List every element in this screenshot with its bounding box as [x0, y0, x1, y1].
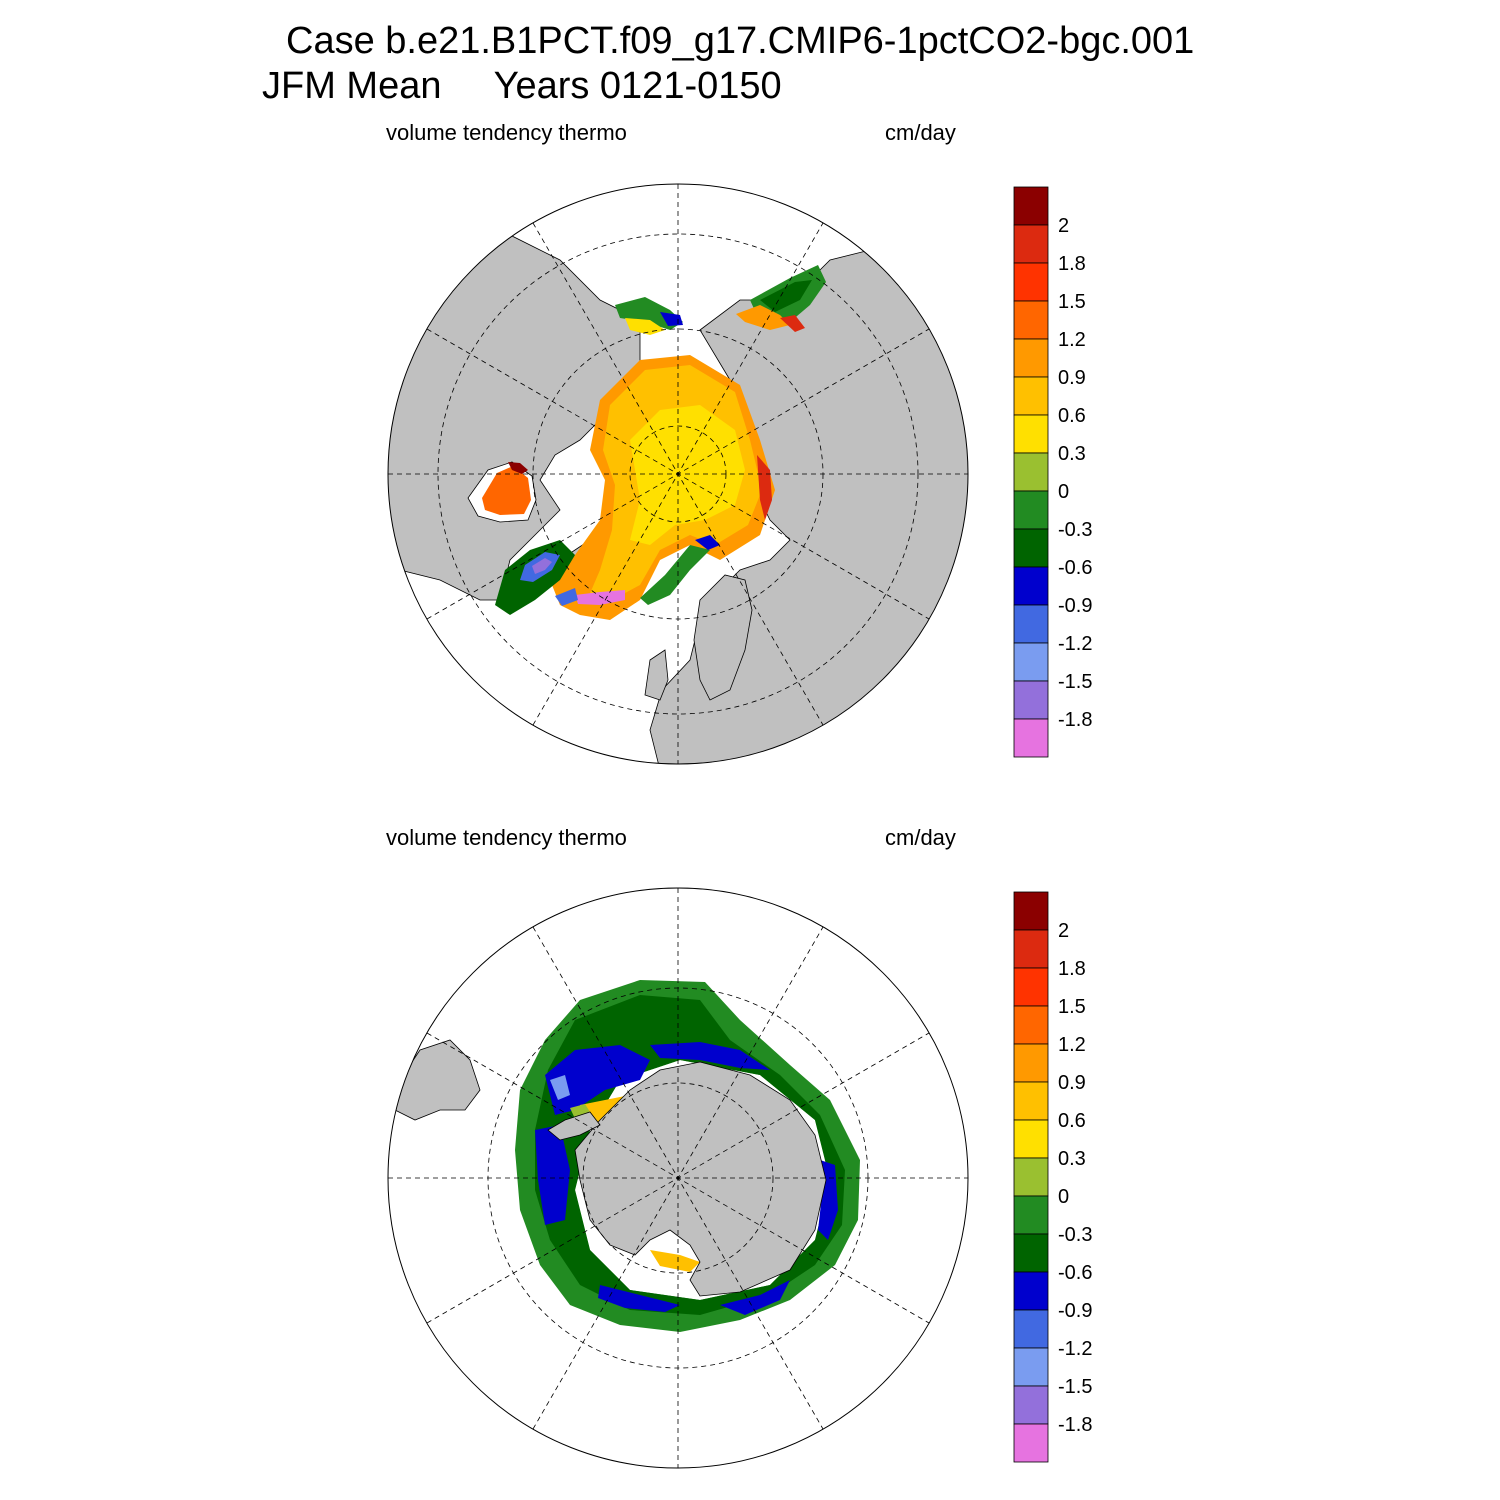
north-colorbar-swatch — [1013, 452, 1049, 492]
north-field-labrador-purple — [532, 558, 552, 574]
north-colorbar-tick-label: 0.9 — [1058, 367, 1086, 389]
south-colorbar-swatch — [1013, 1347, 1049, 1387]
north-field-hudson-edge — [508, 462, 528, 474]
north-colorbar-swatch — [1013, 262, 1049, 302]
north-colorbar-swatch — [1013, 604, 1049, 644]
south-field-ross-yellow — [650, 1250, 700, 1272]
north-colorbar-swatch — [1013, 566, 1049, 606]
south-colorbar-swatch — [1013, 1081, 1049, 1121]
north-field-okhotsk-orange — [736, 305, 790, 330]
south-colorbar: 2 1.8 1.5 1.2 0.9 0.6 0.3 0 -0.3 -0.6 -0.9 -1.2 -1.5… — [1013, 891, 1092, 1463]
north-colorbar-swatch — [1013, 338, 1049, 378]
north-colorbar-tick-label: -1.2 — [1058, 633, 1092, 655]
south-colorbar-swatch — [1013, 1233, 1049, 1273]
south-field-blue-east — [720, 1280, 790, 1315]
south-panel-variable-label: volume tendency thermo — [386, 825, 627, 850]
north-colorbar-swatch — [1013, 300, 1049, 340]
south-colorbar-tick-label: 1.2 — [1058, 1034, 1086, 1056]
north-field-okhotsk-dark — [760, 280, 812, 312]
north-colorbar-swatch — [1013, 414, 1049, 454]
north-colorbar-tick-label: 1.5 — [1058, 291, 1086, 313]
north-colorbar-swatch — [1013, 528, 1049, 568]
south-colorbar-swatch — [1013, 1043, 1049, 1083]
south-colorbar-swatch — [1013, 929, 1049, 969]
north-colorbar-swatch — [1013, 642, 1049, 682]
south-graticule — [388, 888, 968, 1468]
south-colorbar-tick-label: 0.6 — [1058, 1110, 1086, 1132]
south-panel-units-label: cm/day — [885, 825, 956, 850]
north-field-okhotsk-red — [780, 315, 805, 332]
figure-title-line2: JFM Mean Years 0121-0150 — [262, 65, 782, 107]
north-colorbar-swatch — [1013, 680, 1049, 720]
south-colorbar-swatch — [1013, 1157, 1049, 1197]
south-colorbar-swatch — [1013, 1195, 1049, 1235]
north-colorbar-tick-label: 1.8 — [1058, 253, 1086, 275]
south-colorbar-swatch — [1013, 1271, 1049, 1311]
north-field-bering-blue — [660, 312, 683, 326]
north-colorbar-tick-label: 1.2 — [1058, 329, 1086, 351]
south-field-lightblue-weddell — [550, 1075, 570, 1100]
south-colorbar-tick-label: 1.8 — [1058, 958, 1086, 980]
north-field-greenland-south-blue — [555, 588, 578, 606]
south-colorbar-tick-label: -0.3 — [1058, 1224, 1092, 1246]
south-field-blue-weddell — [545, 1045, 650, 1115]
south-colorbar-tick-label: -1.5 — [1058, 1376, 1092, 1398]
north-panel-variable-label: volume tendency thermo — [386, 120, 627, 145]
south-field-blue-west — [535, 1125, 570, 1225]
north-colorbar-tick-label: 0.3 — [1058, 443, 1086, 465]
north-colorbar-swatch — [1013, 718, 1049, 758]
south-field-blue-ross — [598, 1285, 680, 1312]
south-colorbar-tick-label: -1.2 — [1058, 1338, 1092, 1360]
north-colorbar: 2 1.8 1.5 1.2 0.9 0.6 0.3 0 -0.3 -0.6 -0.9 -1.2 -1.5… — [1013, 186, 1092, 758]
south-polar-map — [387, 887, 969, 1469]
south-colorbar-tick-label: 0.9 — [1058, 1072, 1086, 1094]
north-colorbar-tick-label: -1.8 — [1058, 709, 1092, 731]
north-graticule — [388, 184, 968, 764]
south-colorbar-tick-label: 2 — [1058, 920, 1069, 942]
south-colorbar-swatch — [1013, 1385, 1049, 1425]
north-field-greenland-south — [575, 590, 625, 605]
south-colorbar-tick-label: -0.6 — [1058, 1262, 1092, 1284]
north-polar-map — [387, 183, 969, 765]
north-field-arctic-inner — [630, 405, 745, 545]
south-colorbar-tick-label: 0.3 — [1058, 1148, 1086, 1170]
north-panel-units-label: cm/day — [885, 120, 956, 145]
north-colorbar-swatch — [1013, 490, 1049, 530]
south-colorbar-tick-label: 0 — [1058, 1186, 1069, 1208]
south-colorbar-tick-label: -1.8 — [1058, 1414, 1092, 1436]
south-colorbar-tick-label: 1.5 — [1058, 996, 1086, 1018]
south-colorbar-swatch — [1013, 1309, 1049, 1349]
north-colorbar-swatch — [1013, 224, 1049, 264]
south-colorbar-tick-label: -0.9 — [1058, 1300, 1092, 1322]
south-field-blue-top — [650, 1042, 770, 1070]
north-colorbar-tick-label: -0.9 — [1058, 595, 1092, 617]
north-map-border — [387, 183, 969, 765]
north-colorbar-tick-label: 0 — [1058, 481, 1069, 503]
north-colorbar-tick-label: -0.6 — [1058, 557, 1092, 579]
north-colorbar-tick-label: -0.3 — [1058, 519, 1092, 541]
north-field-hudson — [482, 466, 531, 515]
figure-title-line1: Case b.e21.B1PCT.f09_g17.CMIP6-1pctCO2-b… — [286, 20, 1195, 62]
north-land-britain — [644, 649, 669, 701]
south-colorbar-swatch — [1013, 1005, 1049, 1045]
north-colorbar-tick-label: 2 — [1058, 215, 1069, 237]
north-field-edge-red — [757, 455, 772, 520]
north-field-svalbard-blue — [695, 535, 720, 550]
south-land-antarctic-peninsula — [547, 1111, 601, 1141]
south-colorbar-swatch — [1013, 1119, 1049, 1159]
south-map-border — [387, 887, 969, 1469]
north-colorbar-swatch — [1013, 376, 1049, 416]
north-colorbar-swatch — [1013, 186, 1049, 226]
north-field-greenland-sea — [640, 545, 710, 605]
north-colorbar-tick-label: -1.5 — [1058, 671, 1092, 693]
south-colorbar-swatch — [1013, 891, 1049, 931]
south-colorbar-swatch — [1013, 967, 1049, 1007]
north-colorbar-tick-label: 0.6 — [1058, 405, 1086, 427]
south-land-south-america — [394, 1039, 481, 1121]
south-colorbar-swatch — [1013, 1423, 1049, 1463]
